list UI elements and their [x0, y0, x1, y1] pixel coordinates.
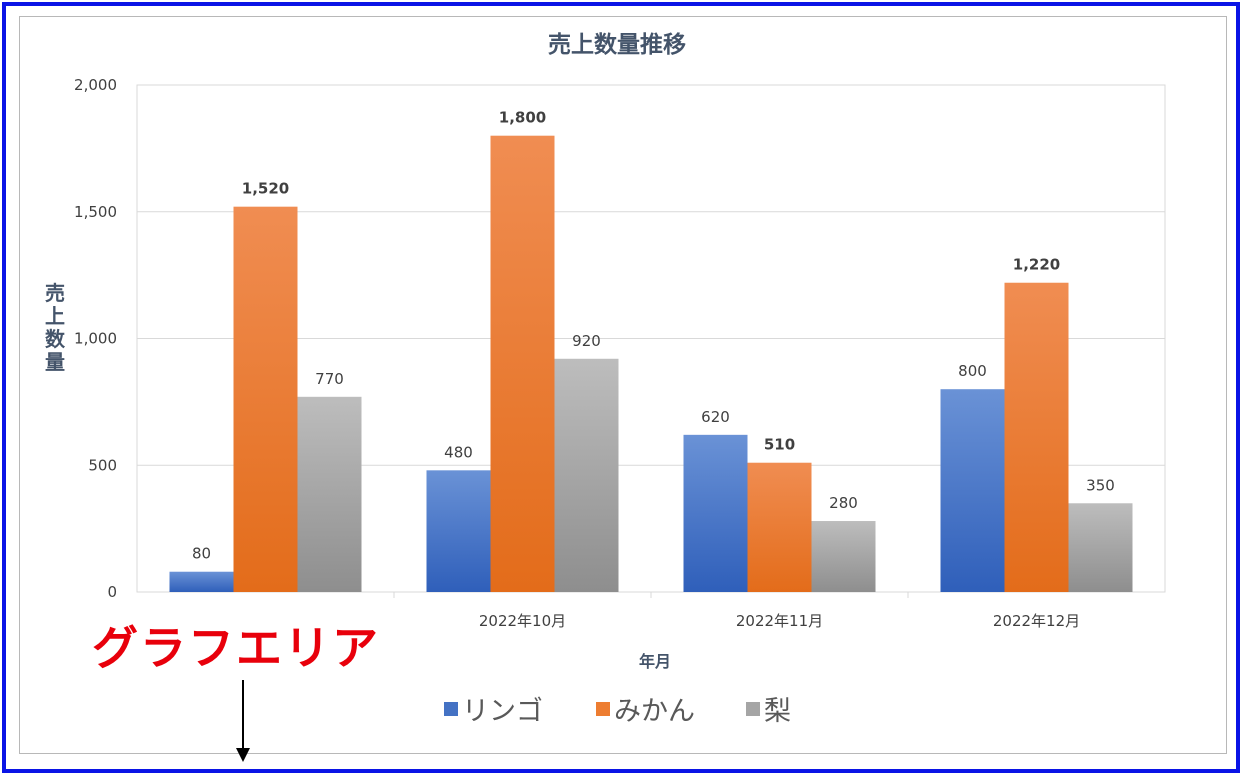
bar-リンゴ-0: [169, 571, 234, 592]
data-label: 480: [444, 443, 473, 461]
legend-label-2: 梨: [764, 696, 791, 727]
y-tick-label: 1,000: [74, 330, 117, 348]
data-label: 510: [764, 436, 795, 454]
bar-リンゴ-3: [940, 389, 1005, 592]
bar-リンゴ-2: [683, 434, 748, 592]
bar-みかん-1: [490, 135, 555, 592]
legend: リンゴ みかん 梨: [444, 696, 791, 727]
bar-梨-1: [554, 358, 619, 592]
y-tick-label: 2,000: [74, 76, 117, 94]
chart-title: 売上数量推移: [548, 32, 686, 58]
bar-リンゴ-1: [426, 470, 491, 592]
legend-swatch-0: [444, 702, 458, 716]
bar-梨-3: [1068, 503, 1133, 592]
data-label: 800: [958, 362, 987, 380]
data-label: 280: [829, 494, 858, 512]
data-label: 1,220: [1013, 256, 1060, 274]
bar-みかん-2: [747, 462, 812, 592]
y-tick-label: 500: [88, 456, 117, 474]
data-label: 350: [1086, 476, 1115, 494]
bar-みかん-3: [1004, 282, 1069, 592]
data-label: 80: [192, 545, 211, 563]
bar-梨-0: [297, 396, 362, 592]
data-label: 920: [572, 332, 601, 350]
bar-梨-2: [811, 521, 876, 592]
legend-label-1: みかん: [614, 696, 695, 727]
x-axis-label: 年月: [639, 652, 671, 671]
x-tick-label: 2022年12月: [993, 612, 1080, 630]
bar-みかん-0: [233, 206, 298, 592]
data-label: 1,800: [499, 109, 546, 127]
y-tick-label: 1,500: [74, 203, 117, 221]
x-tick-label: 2022年10月: [479, 612, 566, 630]
legend-swatch-2: [746, 702, 760, 716]
y-axis-label: 売上数量: [45, 281, 66, 374]
chart-area-border: [19, 16, 1227, 754]
x-tick-label: 2022年11月: [736, 612, 823, 630]
data-label: 620: [701, 408, 730, 426]
data-label: 770: [315, 370, 344, 388]
legend-swatch-1: [596, 702, 610, 716]
chart-area-callout: グラフエリア: [92, 621, 380, 675]
data-label: 1,520: [242, 180, 289, 198]
y-tick-label: 0: [107, 583, 117, 601]
legend-label-0: リンゴ: [462, 696, 543, 727]
